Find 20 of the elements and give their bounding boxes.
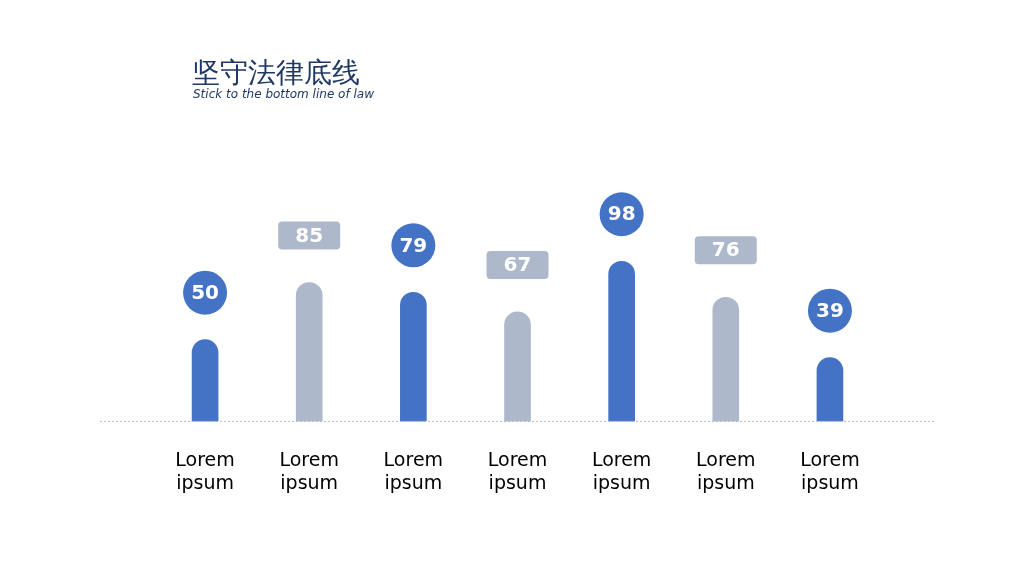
x-tick-label: Lorem ipsum — [279, 447, 339, 493]
x-tick-label: Lorem ipsum — [800, 447, 860, 493]
data-label: 76 — [711, 237, 740, 262]
data-label: 67 — [503, 252, 532, 277]
data-label: 98 — [607, 201, 636, 226]
x-tick-label: Lorem ipsum — [591, 447, 652, 493]
bar — [608, 260, 635, 422]
x-tick-label: Lorem ipsum — [383, 447, 444, 493]
bar — [816, 357, 844, 422]
bar — [400, 291, 427, 422]
data-label: 50 — [191, 279, 219, 304]
x-tick-label: Lorem ipsum — [487, 447, 548, 493]
data-label: 79 — [399, 232, 428, 257]
data-label: 39 — [816, 297, 844, 322]
bar — [191, 339, 219, 422]
chart-title: 坚守法律底线 — [192, 55, 360, 89]
x-tick-label: Lorem ipsum — [696, 447, 756, 493]
data-label: 85 — [295, 222, 324, 247]
chart-subtitle: Stick to the bottom line of law — [193, 87, 374, 101]
x-tick-label: Lorem ipsum — [175, 447, 235, 493]
